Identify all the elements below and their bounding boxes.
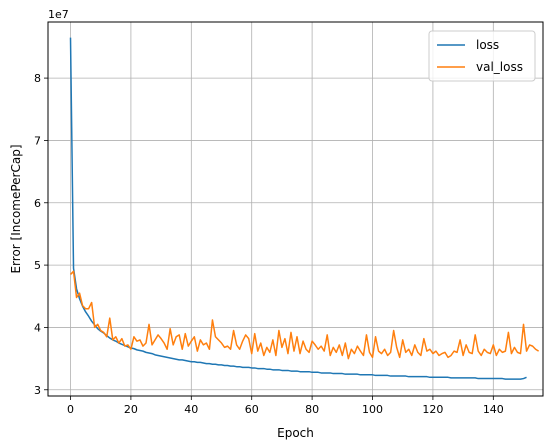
series-layer [69,37,540,380]
y-axis-label: Error [IncomePerCap] [9,144,23,273]
y-tick-label: 7 [34,134,41,147]
x-tick-label: 20 [124,403,138,416]
plot-area [48,22,543,396]
y-offset-label: 1e7 [48,8,69,21]
plot-frame [47,21,544,397]
x-tick-label: 60 [245,403,259,416]
x-tick-label: 80 [305,403,319,416]
x-axis-label: Epoch [277,426,314,440]
x-tick-label: 100 [362,403,383,416]
y-tick-label: 3 [34,384,41,397]
legend-label-val-loss: val_loss [476,60,523,74]
series-line-val-loss [69,270,540,360]
legend-label-loss: loss [476,38,499,52]
x-tick-label: 0 [67,403,74,416]
x-tick-label: 140 [483,403,504,416]
grid-lines [48,22,543,396]
y-tick-label: 6 [34,197,41,210]
x-tick-label: 40 [184,403,198,416]
x-axis: 0 20 40 60 80 100 120 140 [67,396,504,416]
y-tick-label: 8 [34,72,41,85]
legend: loss val_loss [428,30,536,82]
y-tick-label: 5 [34,259,41,272]
y-tick-label: 4 [34,321,41,334]
y-axis: 3 4 5 6 7 8 [34,72,48,397]
legend-box [428,30,536,82]
series-line-loss [69,37,527,380]
x-tick-label: 120 [422,403,443,416]
